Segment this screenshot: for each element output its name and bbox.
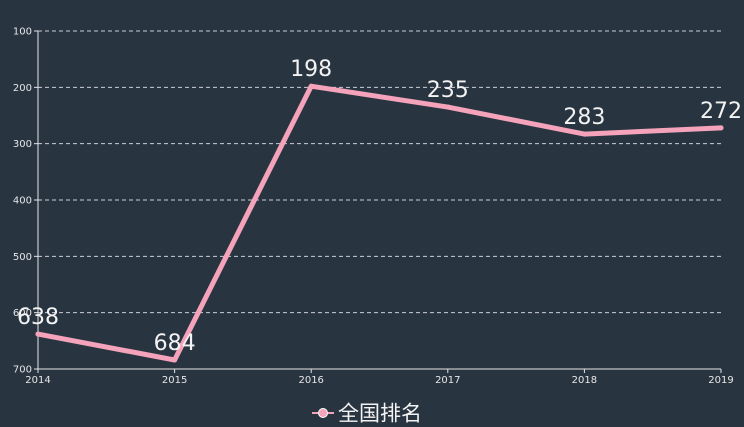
data-label-2018: 283 xyxy=(563,105,605,130)
legend-marker-icon[interactable] xyxy=(318,408,328,418)
legend-label[interactable]: 全国排名 xyxy=(338,402,422,426)
x-tick-label: 2015 xyxy=(162,375,187,386)
x-tick-label: 2018 xyxy=(572,375,597,386)
data-point-2016[interactable] xyxy=(308,83,314,89)
x-tick-label: 2016 xyxy=(298,375,323,386)
x-tick-label: 2017 xyxy=(435,375,460,386)
y-tick-label: 500 xyxy=(13,252,32,263)
x-tick-label: 2014 xyxy=(25,375,50,386)
y-tick-label: 600 xyxy=(13,308,32,319)
data-label-2015: 684 xyxy=(154,331,196,356)
series-line-rank[interactable] xyxy=(35,83,724,363)
data-label-2017: 235 xyxy=(427,78,469,103)
data-label-2014: 638 xyxy=(17,305,59,330)
data-label-2016: 198 xyxy=(290,57,332,82)
y-tick-label: 700 xyxy=(13,365,32,376)
data-point-2014[interactable] xyxy=(35,331,41,337)
data-point-2015[interactable] xyxy=(172,357,178,363)
y-tick-label: 400 xyxy=(13,196,32,207)
y-tick-label: 200 xyxy=(13,83,32,94)
series-layer xyxy=(35,83,724,363)
legend[interactable]: 全国排名 xyxy=(312,402,422,426)
data-label-2019: 272 xyxy=(700,99,742,124)
data-point-2018[interactable] xyxy=(581,131,587,137)
data-point-2019[interactable] xyxy=(718,125,724,131)
data-labels: 638 684 198 235 283 272 xyxy=(17,57,742,356)
data-point-2017[interactable] xyxy=(445,104,451,110)
y-tick-label: 100 xyxy=(13,27,32,38)
y-tick-label: 300 xyxy=(13,139,32,150)
grid-lines xyxy=(38,30,721,314)
x-tick-label: 2019 xyxy=(708,375,733,386)
